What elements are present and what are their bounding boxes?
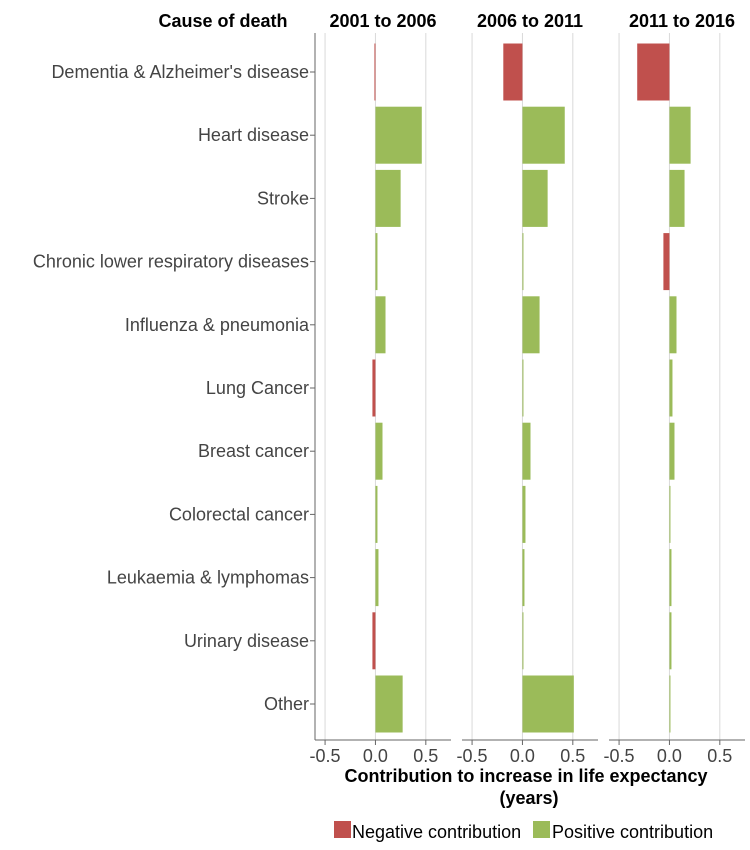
panel-title: 2011 to 2016 bbox=[629, 11, 735, 31]
category-header: Cause of death bbox=[158, 11, 287, 31]
chart-panels: 2001 to 2006 -0.5 0.0 0.5 2006 to 2011 -0.5 0.… bbox=[310, 11, 745, 766]
bar bbox=[669, 106, 691, 164]
x-tick-label: 0.0 bbox=[510, 746, 535, 766]
category-label: Influenza & pneumonia bbox=[125, 315, 310, 335]
category-labels: Dementia & Alzheimer's disease Heart dise… bbox=[33, 62, 315, 714]
x-tick-label: 0.0 bbox=[657, 746, 682, 766]
bar bbox=[375, 233, 378, 291]
bar bbox=[522, 296, 540, 354]
bar bbox=[503, 43, 523, 101]
x-tick-label: 0.5 bbox=[413, 746, 438, 766]
bar bbox=[669, 422, 675, 480]
bar bbox=[522, 549, 525, 607]
legend-label-positive: Positive contribution bbox=[552, 822, 713, 842]
x-tick-label: 0.5 bbox=[707, 746, 732, 766]
x-axis-label-line2: (years) bbox=[499, 788, 558, 808]
bar bbox=[522, 169, 548, 227]
category-label: Chronic lower respiratory diseases bbox=[33, 252, 309, 272]
legend-label-negative: Negative contribution bbox=[352, 822, 521, 842]
bar bbox=[375, 169, 401, 227]
bar bbox=[669, 485, 671, 543]
bar bbox=[375, 106, 422, 164]
bar bbox=[372, 359, 376, 417]
bar bbox=[375, 296, 386, 354]
bar bbox=[669, 675, 671, 733]
bar bbox=[637, 43, 670, 101]
category-label: Urinary disease bbox=[184, 631, 309, 651]
x-tick-label: 0.5 bbox=[560, 746, 585, 766]
bar bbox=[522, 106, 565, 164]
panel-3: 2011 to 2016 -0.5 0.0 0.5 bbox=[604, 11, 745, 766]
bar bbox=[669, 549, 672, 607]
x-tick-label: 0.0 bbox=[363, 746, 388, 766]
category-label: Heart disease bbox=[198, 125, 309, 145]
bar bbox=[522, 422, 531, 480]
bar bbox=[669, 169, 685, 227]
bar bbox=[372, 612, 376, 670]
bar bbox=[522, 359, 524, 417]
panel-title: 2006 to 2011 bbox=[477, 11, 583, 31]
bar bbox=[663, 233, 670, 291]
bar bbox=[669, 612, 672, 670]
bar bbox=[375, 485, 378, 543]
bar bbox=[374, 43, 376, 101]
panel-2: 2006 to 2011 -0.5 0.0 0.5 bbox=[457, 11, 598, 766]
category-label: Leukaemia & lymphomas bbox=[107, 568, 309, 588]
category-label: Stroke bbox=[257, 188, 309, 208]
bar bbox=[522, 675, 574, 733]
legend-swatch-positive bbox=[533, 821, 550, 838]
bar bbox=[522, 612, 524, 670]
x-tick-label: -0.5 bbox=[604, 746, 635, 766]
panel-title: 2001 to 2006 bbox=[329, 11, 436, 31]
panel-1: 2001 to 2006 -0.5 0.0 0.5 bbox=[310, 11, 451, 766]
x-tick-label: -0.5 bbox=[310, 746, 341, 766]
bar bbox=[375, 675, 403, 733]
category-label: Other bbox=[264, 694, 309, 714]
category-label: Dementia & Alzheimer's disease bbox=[51, 62, 309, 82]
x-tick-label: -0.5 bbox=[457, 746, 488, 766]
bar bbox=[669, 359, 673, 417]
bar bbox=[522, 485, 526, 543]
x-axis-label-line1: Contribution to increase in life expecta… bbox=[344, 766, 707, 786]
bar bbox=[375, 422, 383, 480]
category-label: Breast cancer bbox=[198, 441, 309, 461]
category-label: Colorectal cancer bbox=[169, 504, 309, 524]
category-label: Lung Cancer bbox=[206, 378, 309, 398]
bar bbox=[522, 233, 524, 291]
legend-swatch-negative bbox=[334, 821, 351, 838]
legend: Negative contribution Positive contribut… bbox=[334, 821, 713, 842]
bar bbox=[375, 549, 379, 607]
bar bbox=[669, 296, 677, 354]
